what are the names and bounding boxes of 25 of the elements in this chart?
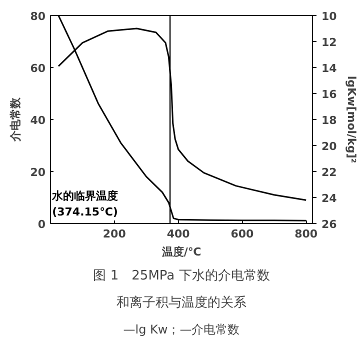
y-tick-label: 20 (30, 166, 46, 179)
x-tick-label: 200 (102, 228, 126, 240)
x-tick-label: 400 (166, 228, 190, 240)
y2-axis-title: lgKw[mol/kg]² (344, 76, 358, 164)
y-tick-label: 0 (38, 218, 46, 231)
y-tick-label: 60 (30, 62, 46, 75)
y-tick-label: 40 (30, 114, 46, 127)
y2-tick-label: 20 (322, 140, 338, 153)
y2-tick-label: 24 (322, 192, 338, 205)
text: 图 1 25MPa 下水的介电常数 (93, 268, 270, 284)
y2-tick-label: 16 (322, 88, 338, 101)
y-tick-label: 80 (30, 10, 46, 23)
y2-tick-label: 10 (322, 10, 338, 23)
y2-tick-label: 14 (322, 62, 338, 75)
y2-tick-label: 12 (322, 36, 337, 49)
y2-tick-label: 26 (322, 218, 338, 231)
y2-tick-label: 18 (322, 114, 337, 127)
y-axis-title: 介电常数 (9, 96, 22, 142)
ref-line-label: 水的临界温度 (374.15℃) (51, 190, 118, 218)
x-axis-title: 温度/℃ (160, 246, 202, 258)
text: —lg Kw；—介电常数 (123, 322, 240, 336)
x-tick-label: 600 (230, 228, 254, 240)
x-tick-label: 800 (294, 228, 318, 240)
y2-tick-label: 22 (322, 166, 337, 179)
text: 和离子积与温度的关系 (116, 294, 246, 310)
